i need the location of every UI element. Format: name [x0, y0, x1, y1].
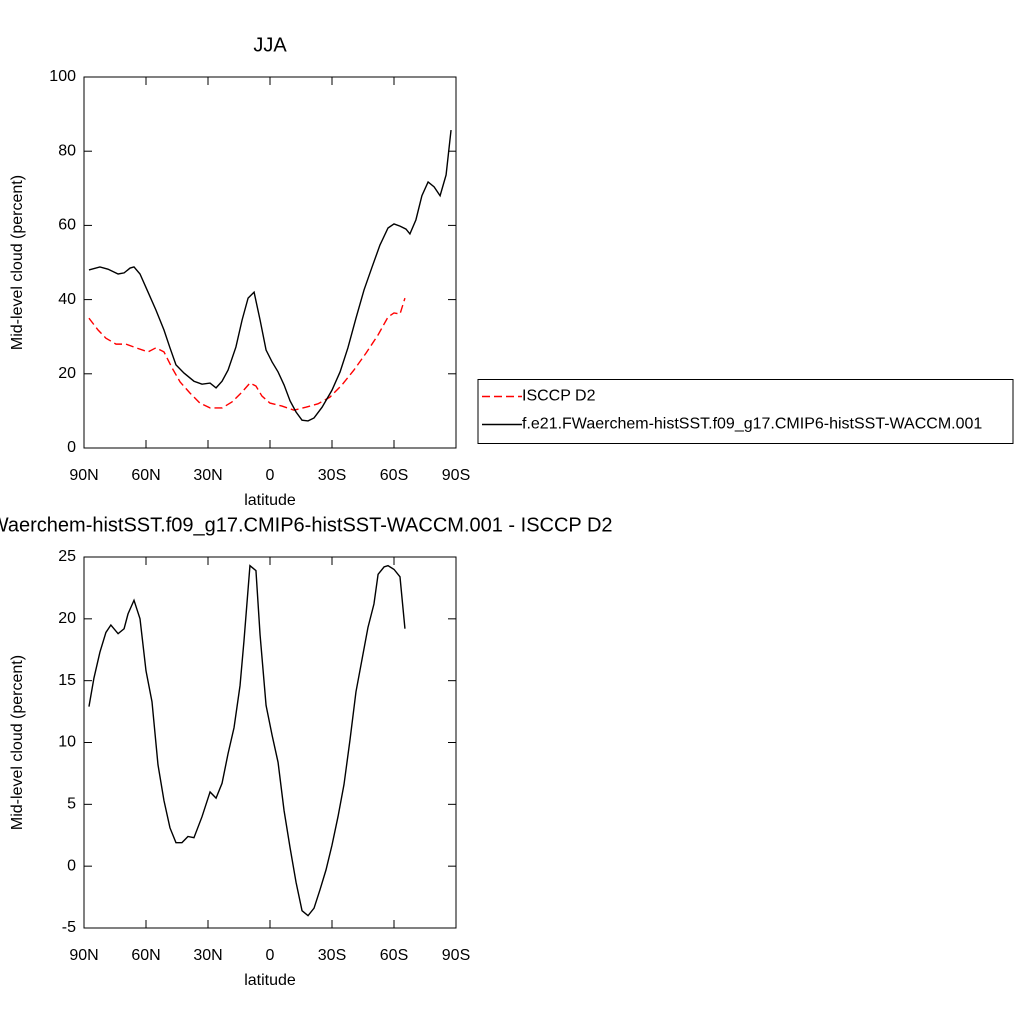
y-axis-label: Mid-level cloud (percent)	[9, 655, 26, 830]
x-tick-label: 90S	[442, 467, 470, 484]
x-tick-label: 30N	[193, 947, 222, 964]
y-tick-label: 0	[67, 857, 76, 874]
x-tick-label: 60N	[131, 467, 160, 484]
y-tick-label: 10	[58, 734, 76, 751]
x-tick-label: 60S	[380, 467, 408, 484]
legend-label: ISCCP D2	[522, 388, 596, 405]
x-tick-label: 90S	[442, 947, 470, 964]
y-tick-label: 60	[58, 217, 76, 234]
x-axis-label: latitude	[244, 492, 296, 509]
legend-label: f.e21.FWaerchem-histSST.f09_g17.CMIP6-hi…	[522, 416, 982, 433]
y-tick-label: 5	[67, 796, 76, 813]
chart-title: f.e21.FWaerchem-histSST.f09_g17.CMIP6-hi…	[0, 514, 613, 536]
data-line	[88, 564, 406, 917]
legend-box	[477, 379, 1014, 444]
x-tick-label: 30S	[318, 467, 346, 484]
x-tick-label: 0	[266, 467, 275, 484]
data-line	[88, 129, 452, 422]
y-tick-label: 15	[58, 672, 76, 689]
x-tick-label: 0	[266, 947, 275, 964]
chart-title: JJA	[253, 34, 287, 56]
y-tick-label: 20	[58, 365, 76, 382]
y-tick-label: 80	[58, 142, 76, 159]
x-tick-label: 30N	[193, 467, 222, 484]
x-tick-label: 60N	[131, 947, 160, 964]
y-tick-label: 0	[67, 439, 76, 456]
y-tick-label: -5	[62, 919, 76, 936]
y-tick-label: 25	[58, 548, 76, 565]
y-tick-label: 100	[49, 68, 76, 85]
data-line	[88, 297, 406, 411]
x-tick-label: 60S	[380, 947, 408, 964]
x-axis-label: latitude	[244, 972, 296, 989]
x-tick-label: 90N	[69, 467, 98, 484]
x-tick-label: 30S	[318, 947, 346, 964]
plot-frame	[83, 76, 457, 449]
plot-frame	[83, 556, 457, 929]
y-tick-label: 40	[58, 291, 76, 308]
x-tick-label: 90N	[69, 947, 98, 964]
y-tick-label: 20	[58, 610, 76, 627]
y-axis-label: Mid-level cloud (percent)	[9, 175, 26, 350]
